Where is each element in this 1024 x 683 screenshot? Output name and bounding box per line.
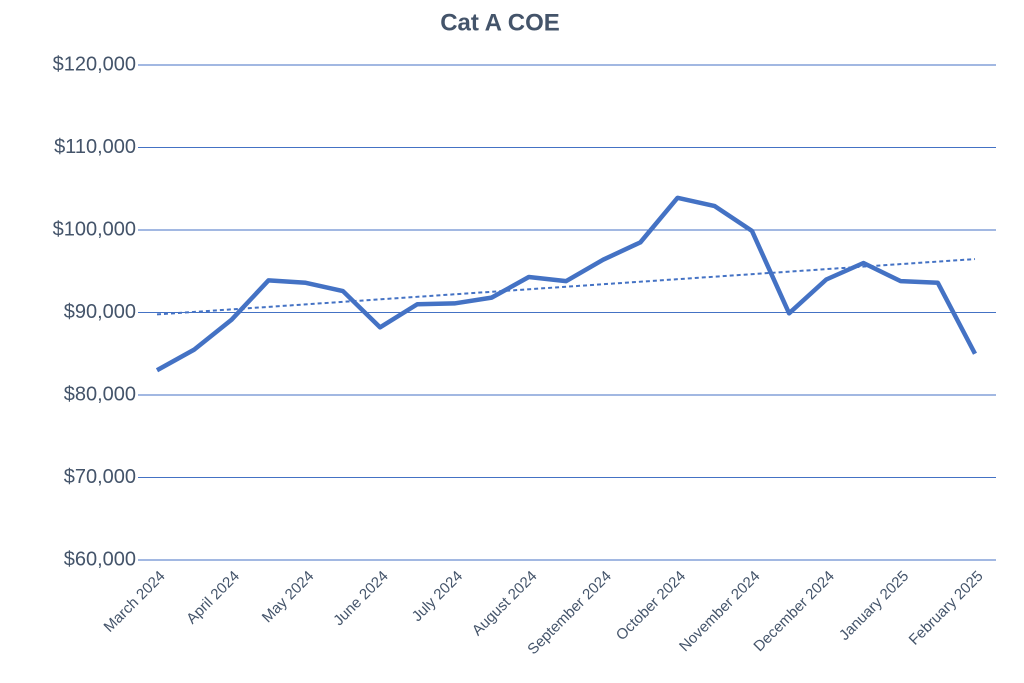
line [155, 195, 977, 373]
y-tick-label: $110,000 [54, 136, 136, 158]
y-tick-label: $90,000 [64, 301, 136, 323]
y-tick-label: $120,000 [53, 53, 136, 75]
x-tick-label: March 2024 [101, 568, 169, 636]
x-tick-label: June 2024 [330, 568, 392, 630]
x-tick-label: July 2024 [409, 568, 466, 625]
x-tick-label: January 2025 [836, 568, 912, 644]
x-tick-label: October 2024 [613, 568, 689, 644]
x-tick-label: May 2024 [259, 568, 318, 627]
x-tick-label: December 2024 [750, 568, 837, 655]
y-tick-label: $80,000 [64, 383, 136, 405]
trendline [156, 258, 976, 316]
y-tick-label: $60,000 [64, 548, 136, 570]
y-tick-label: $100,000 [53, 218, 136, 240]
x-tick-label: August 2024 [469, 568, 541, 640]
x-tick-label: April 2024 [183, 568, 243, 628]
x-tick-label: February 2025 [906, 568, 987, 649]
y-tick-label: $70,000 [64, 466, 136, 488]
chart-title: Cat A COE [440, 9, 560, 36]
